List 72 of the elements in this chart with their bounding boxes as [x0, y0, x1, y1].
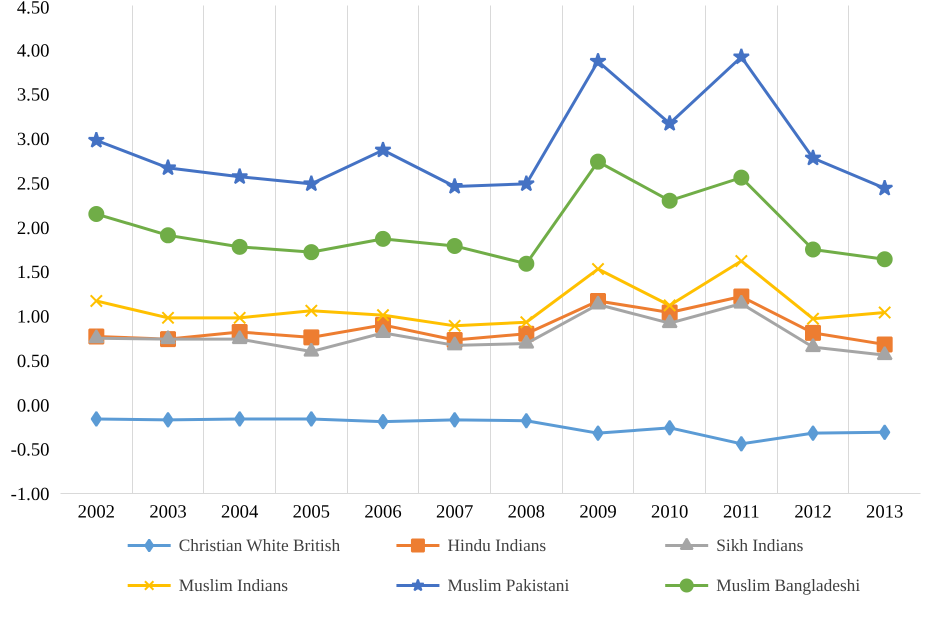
- point: [160, 227, 176, 244]
- point: [304, 304, 318, 318]
- legend-label: Muslim Indians: [178, 576, 288, 595]
- point: [231, 168, 248, 184]
- y-tick-label: 0.00: [16, 395, 50, 416]
- point: [518, 256, 534, 272]
- point: [589, 52, 607, 69]
- y-tick-label: 4.50: [16, 0, 50, 18]
- point: [376, 308, 390, 322]
- point: [520, 316, 533, 329]
- legend-label: Muslim Bangladeshi: [716, 576, 860, 595]
- x-tick-label: 2005: [292, 502, 330, 522]
- y-tick-label: 0.50: [16, 350, 50, 372]
- point: [662, 192, 678, 209]
- x-tick-label: 2013: [866, 502, 904, 522]
- x-tick-label: 2011: [723, 502, 760, 522]
- x-tick-label: 2012: [794, 502, 832, 522]
- point: [734, 254, 748, 268]
- point: [161, 311, 175, 324]
- y-tick-label: 3.00: [16, 129, 50, 150]
- legend-label: Sikh Indians: [716, 536, 804, 555]
- point: [806, 312, 820, 326]
- point: [233, 311, 246, 324]
- point: [232, 238, 248, 255]
- point: [876, 179, 894, 196]
- x-tick-label: 2003: [149, 502, 187, 522]
- point: [377, 414, 389, 430]
- point: [88, 131, 105, 148]
- legend-label: Muslim Pakistani: [448, 576, 570, 595]
- point: [518, 174, 535, 192]
- x-tick-label: 2006: [364, 502, 402, 522]
- point: [732, 48, 750, 64]
- y-tick-label: -1.00: [10, 484, 50, 505]
- y-tick-label: 2.00: [16, 218, 50, 239]
- point: [733, 170, 750, 186]
- point: [876, 251, 893, 268]
- point: [805, 324, 821, 341]
- point: [591, 262, 605, 276]
- point: [805, 242, 821, 258]
- x-tick-label: 2007: [436, 502, 474, 522]
- point: [303, 329, 320, 346]
- point: [446, 238, 463, 254]
- point: [592, 425, 604, 442]
- x-tick-label: 2008: [508, 502, 545, 522]
- x-tick-label: 2004: [221, 502, 259, 522]
- point: [663, 298, 676, 312]
- legend-label: Christian White British: [178, 536, 340, 555]
- point: [661, 114, 678, 131]
- point: [807, 425, 819, 442]
- y-tick-label: 3.50: [16, 84, 50, 106]
- point: [90, 294, 103, 308]
- y-tick-label: -0.50: [10, 440, 50, 461]
- point: [878, 306, 892, 320]
- legend-label: Hindu Indians: [448, 536, 546, 555]
- point: [374, 141, 392, 158]
- point: [159, 158, 177, 176]
- point: [88, 206, 104, 222]
- point: [302, 174, 320, 192]
- point: [303, 244, 320, 260]
- y-tick-label: 1.00: [16, 306, 50, 328]
- x-tick-label: 2009: [579, 502, 617, 522]
- point: [590, 154, 606, 170]
- point: [448, 319, 462, 332]
- point: [162, 412, 174, 428]
- point: [375, 230, 391, 247]
- x-tick-label: 2002: [78, 502, 115, 522]
- point: [446, 178, 464, 194]
- y-tick-label: 2.50: [16, 173, 50, 194]
- point: [804, 149, 822, 166]
- y-tick-label: 4.00: [16, 40, 50, 62]
- y-tick-label: 1.50: [16, 262, 50, 284]
- x-tick-label: 2010: [651, 502, 688, 522]
